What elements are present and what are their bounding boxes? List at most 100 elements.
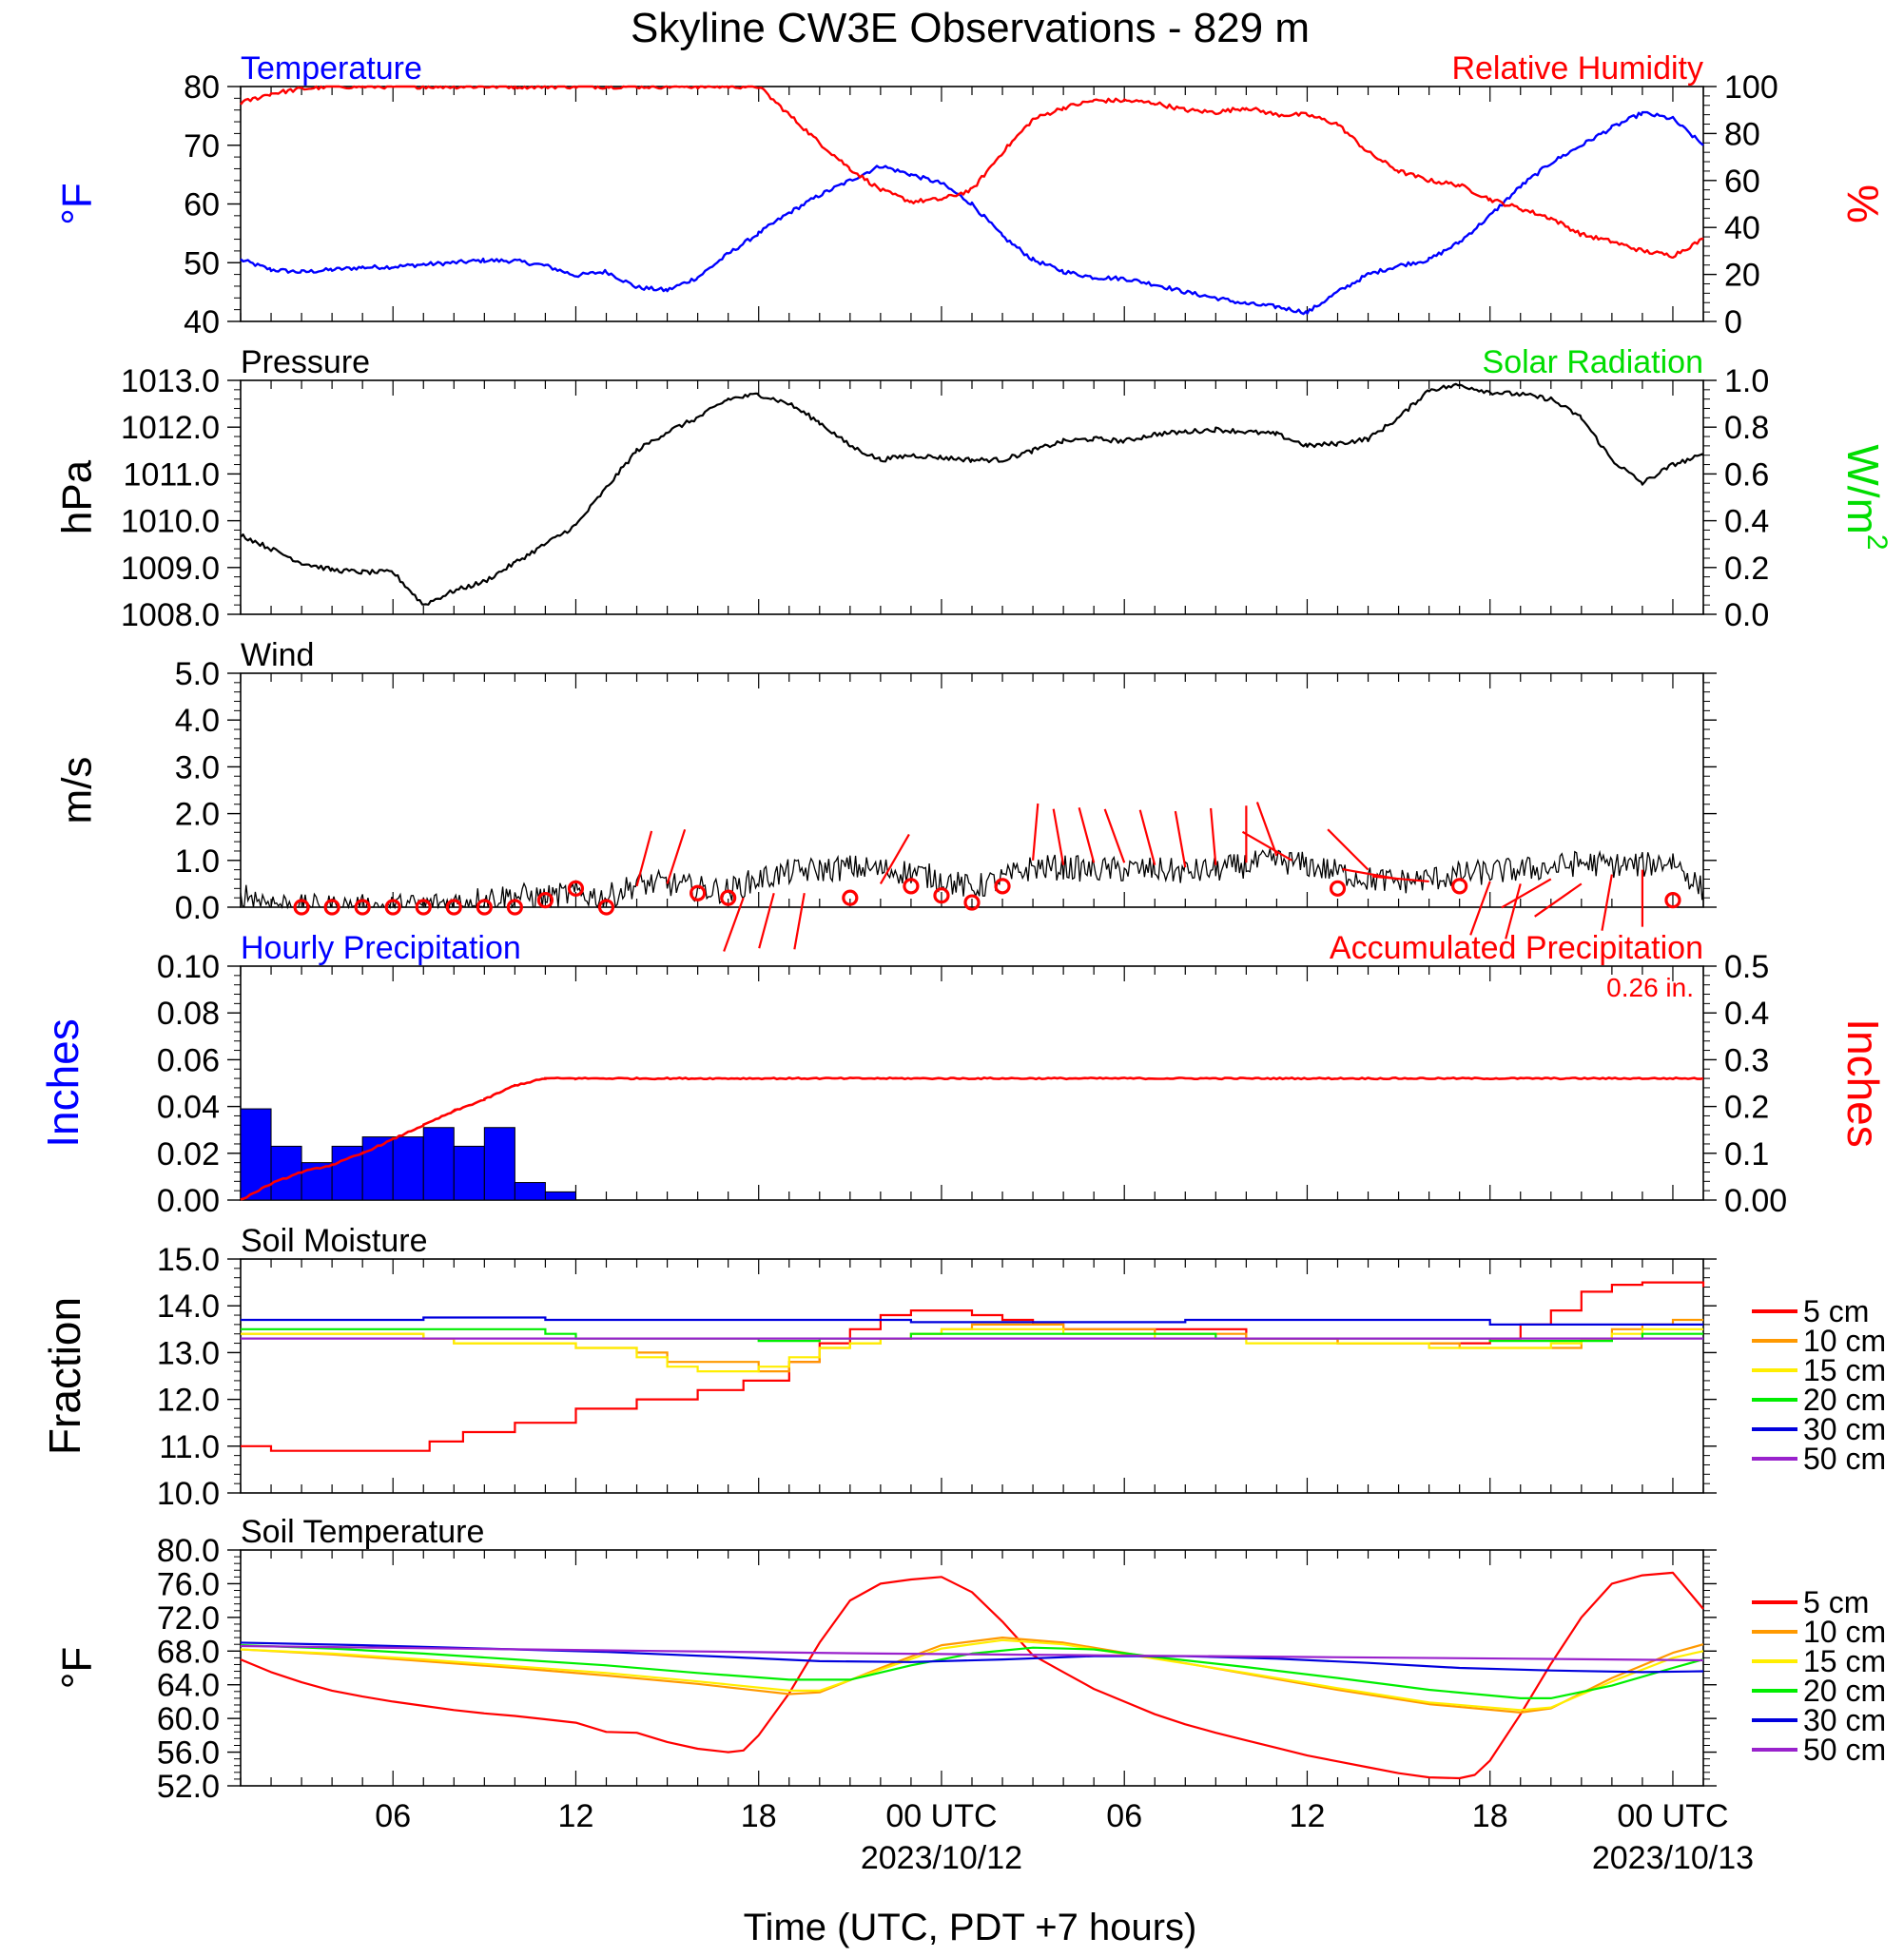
calm-wind-circle: [933, 887, 950, 904]
y-right-tick-label: 1.0: [1724, 363, 1769, 399]
x-axis-title: Time (UTC, PDT +7 hours): [744, 1907, 1197, 1948]
wind-barb: [1174, 810, 1187, 868]
legend-label: 5 cm: [1803, 1294, 1869, 1328]
y-axis-label-left: m/s: [54, 757, 101, 824]
precip-bar: [422, 1127, 455, 1201]
y-right-tick-label: 60: [1724, 164, 1760, 200]
legend-label: 10 cm: [1803, 1615, 1886, 1649]
y-tick-label: 13.0: [157, 1335, 220, 1371]
y-right-tick-label: 0.5: [1724, 949, 1769, 985]
panel-left-title: Wind: [241, 637, 314, 673]
wind-barb: [1241, 830, 1292, 862]
precip-bar: [361, 1136, 394, 1201]
panel-soil_moisture: 10.0 11.0 12.0 13.0 14.0 15.0 Soil Moisture Fra…: [40, 1223, 1886, 1512]
x-date-label: 2023/10/12: [861, 1840, 1022, 1876]
panel-right-title: Solar Radiation: [1483, 344, 1703, 380]
panel-left-title: Soil Temperature: [241, 1514, 484, 1550]
y-tick-label: 1010.0: [121, 504, 220, 540]
y-right-tick-label: 100: [1724, 69, 1778, 106]
wind-barb: [723, 897, 745, 952]
y-tick-label: 15.0: [157, 1242, 220, 1278]
x-tick-label: 12: [558, 1798, 594, 1834]
wind-barb: [758, 892, 775, 949]
series-pressure: [240, 382, 1704, 606]
y-tick-label: 60.0: [157, 1701, 220, 1737]
series-wind-speed: [240, 848, 1704, 910]
calm-wind-circle: [690, 884, 707, 901]
wind-barb: [1601, 874, 1613, 931]
calm-wind-circle: [597, 899, 615, 916]
y-tick-label: 5.0: [175, 656, 220, 692]
y-tick-label: 70: [184, 128, 220, 165]
wind-barb: [1255, 802, 1278, 857]
legend-label: 20 cm: [1803, 1674, 1886, 1708]
calm-wind-circle: [354, 899, 371, 916]
calm-wind-circle: [323, 899, 340, 916]
y-tick-label: 1.0: [175, 843, 220, 880]
wind-barb: [1052, 808, 1065, 865]
calm-wind-circle: [567, 880, 585, 897]
x-axis-labels: 06 12 18 00 UTC 2023/10/12 06 12 18 00 UTC 2023/1…: [375, 1798, 1754, 1876]
series-soil-moisture: [241, 1318, 1703, 1373]
legend-label: 15 cm: [1803, 1644, 1886, 1678]
y-right-tick-label: 0.4: [1724, 996, 1769, 1032]
y-axis-label-right: Inches: [1838, 1018, 1888, 1148]
precip-bar: [453, 1145, 485, 1201]
x-tick-label: 12: [1290, 1798, 1326, 1834]
y-right-tick-label: 0.1: [1724, 1136, 1769, 1172]
y-right-tick-label: 20: [1724, 258, 1760, 294]
series-temperature: [240, 110, 1704, 316]
wind-barb: [1505, 883, 1522, 940]
panel-right-title: Relative Humidity: [1451, 50, 1703, 87]
y-right-tick-label: 0.0: [1724, 597, 1769, 633]
wind-barb: [1327, 828, 1370, 871]
y-tick-label: 3.0: [175, 749, 220, 785]
y-tick-label: 1012.0: [121, 410, 220, 446]
series-soil-temperature: [240, 1644, 1704, 1699]
y-right-tick-label: 0.2: [1724, 551, 1769, 587]
wind-barb: [1138, 809, 1156, 866]
calm-wind-circle: [536, 892, 554, 909]
calm-wind-circle: [963, 894, 981, 911]
y-tick-label: 60: [184, 187, 220, 223]
y-tick-label: 0.0: [175, 890, 220, 926]
legend-label: 5 cm: [1803, 1585, 1869, 1619]
legend-label: 50 cm: [1803, 1442, 1886, 1476]
y-tick-label: 0.00: [157, 1183, 220, 1219]
legend-label: 20 cm: [1803, 1383, 1886, 1417]
figure-title: Skyline CW3E Observations - 829 m: [631, 5, 1310, 51]
y-tick-label: 0.06: [157, 1042, 220, 1078]
y-tick-label: 50: [184, 245, 220, 281]
wind-barb: [1078, 807, 1096, 863]
y-tick-label: 11.0: [159, 1429, 220, 1465]
y-tick-label: 14.0: [157, 1289, 220, 1325]
panel-pressure: 1008.0 1009.0 1010.0 1011.0 1012.0 1013.0 0.0 0…: [54, 344, 1893, 633]
y-axis-label-right: W/m2: [1838, 444, 1893, 550]
x-tick-label: 18: [741, 1798, 777, 1834]
legend-label: 10 cm: [1803, 1324, 1886, 1358]
panel-left-title: Pressure: [241, 344, 370, 380]
precip-bar: [544, 1191, 576, 1201]
y-tick-label: 40: [184, 304, 220, 340]
y-tick-label: 2.0: [175, 797, 220, 833]
y-right-tick-label: 0.00: [1724, 1183, 1787, 1219]
calm-wind-circle: [720, 889, 737, 906]
wind-barb: [1534, 882, 1583, 918]
plot-frame: [240, 672, 1704, 908]
wind-barb: [793, 893, 806, 950]
precip-bar: [514, 1182, 546, 1201]
y-axis-label-left: hPa: [54, 459, 101, 534]
x-tick-label: 00 UTC: [1617, 1798, 1728, 1834]
legend-label: 50 cm: [1803, 1733, 1886, 1767]
y-tick-label: 56.0: [157, 1735, 220, 1772]
y-tick-label: 76.0: [157, 1566, 220, 1602]
series-soil-temperature: [240, 1638, 1704, 1712]
precip-total-label: 0.26 in.: [1606, 973, 1694, 1002]
y-right-tick-label: 0.6: [1724, 456, 1769, 493]
legend-label: 15 cm: [1803, 1353, 1886, 1387]
calm-wind-circle: [842, 889, 859, 906]
panel-left-title: Temperature: [241, 50, 422, 87]
y-tick-label: 72.0: [157, 1600, 220, 1637]
wind-barb: [879, 833, 910, 884]
y-tick-label: 64.0: [157, 1668, 220, 1704]
